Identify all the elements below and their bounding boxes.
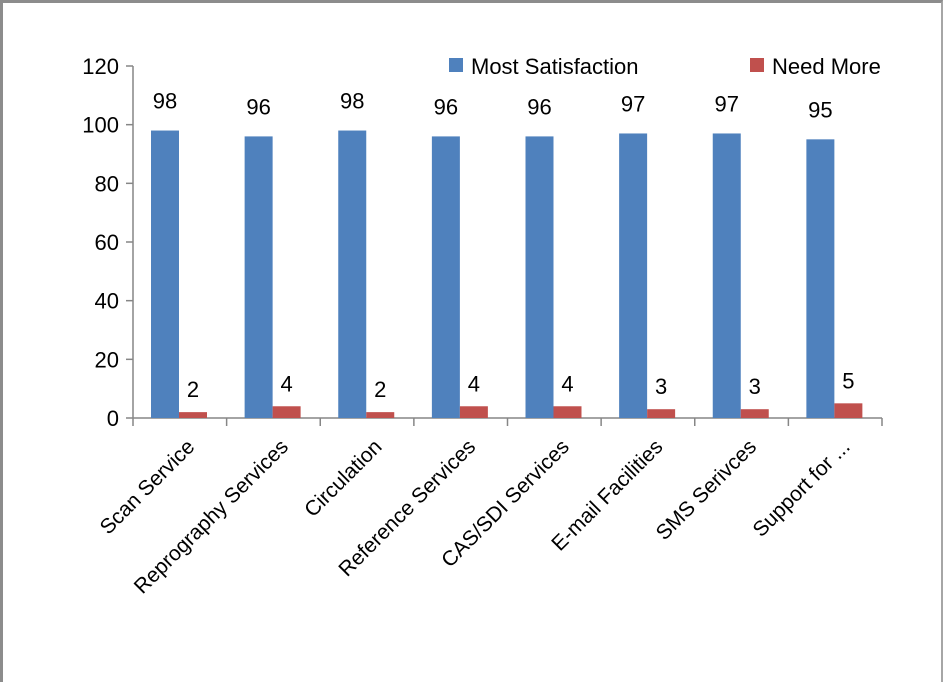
bar-most-satisfaction <box>151 130 179 419</box>
data-label: 4 <box>561 371 573 396</box>
y-tick-label: 20 <box>95 347 119 372</box>
bar-most-satisfaction <box>525 136 554 418</box>
data-label: 4 <box>468 371 480 396</box>
legend-swatch <box>750 58 764 72</box>
bar-need-more <box>553 406 582 418</box>
data-label: 98 <box>340 89 364 114</box>
data-label: 97 <box>715 91 739 116</box>
bar-most-satisfaction <box>431 136 460 418</box>
data-label: 3 <box>655 374 667 399</box>
y-tick-label: 0 <box>107 406 119 431</box>
bar-need-more <box>647 409 676 418</box>
bar-most-satisfaction <box>338 130 367 419</box>
data-labels: 98 96 98 96 96 97 97 95 2 4 2 4 4 3 3 5 <box>153 89 855 403</box>
y-tick-label: 60 <box>95 230 119 255</box>
x-category-label: Support for ... <box>748 435 854 541</box>
bars <box>151 130 863 419</box>
bar-most-satisfaction <box>619 133 648 418</box>
y-tick-label: 80 <box>95 171 119 196</box>
legend-label: Most Satisfaction <box>471 54 639 79</box>
bar-need-more <box>834 403 863 418</box>
y-tick-label: 100 <box>82 113 119 138</box>
bar-need-more <box>459 406 488 418</box>
bar-need-more <box>272 406 301 418</box>
bar-most-satisfaction <box>244 136 273 418</box>
data-label: 96 <box>527 94 551 119</box>
legend: Most Satisfaction Need More <box>449 54 881 79</box>
data-label: 96 <box>246 94 270 119</box>
bar-need-more <box>179 412 207 418</box>
data-label: 5 <box>842 368 854 393</box>
legend-label: Need More <box>772 54 881 79</box>
data-label: 96 <box>434 94 458 119</box>
y-tick-label: 120 <box>82 54 119 79</box>
x-category-label: Scan Service <box>96 435 200 539</box>
data-label: 2 <box>187 377 199 402</box>
data-label: 97 <box>621 91 645 116</box>
x-category-label: SMS Serivces <box>652 435 762 545</box>
legend-item: Need More <box>750 54 881 79</box>
bar-most-satisfaction <box>806 139 835 419</box>
y-axis: 0 20 40 60 80 100 120 <box>82 54 134 431</box>
bar-need-more <box>740 409 769 418</box>
bar-need-more <box>366 412 395 418</box>
data-label: 98 <box>153 89 177 114</box>
data-label: 3 <box>749 374 761 399</box>
legend-swatch <box>449 58 463 72</box>
x-category-label: Reprography Services <box>130 435 293 598</box>
y-tick-label: 40 <box>95 289 119 314</box>
data-label: 95 <box>808 97 832 122</box>
data-label: 2 <box>374 377 386 402</box>
x-category-label: Circulation <box>300 435 386 521</box>
data-label: 4 <box>281 371 293 396</box>
legend-item: Most Satisfaction <box>449 54 639 79</box>
bar-most-satisfaction <box>712 133 741 418</box>
